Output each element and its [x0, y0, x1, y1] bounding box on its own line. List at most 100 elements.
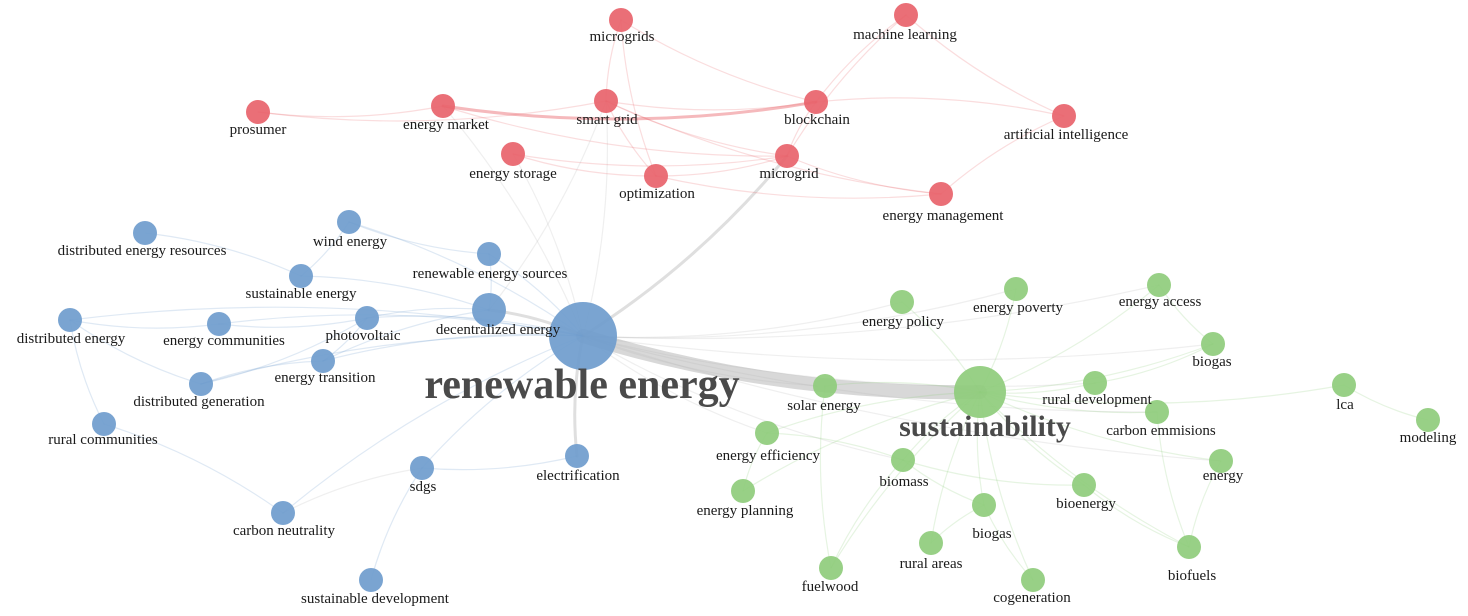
edge-sustainability-energy-efficiency [766, 391, 981, 434]
edge-renewable-energy-sustainability [576, 329, 987, 400]
edge-renewable-energy-carbon-neutrality [282, 335, 584, 514]
node-energy-policy[interactable] [890, 290, 914, 314]
node-artificial-intelligence[interactable] [1052, 104, 1076, 128]
node-renewable-energy-sources[interactable] [477, 242, 501, 266]
node-machine-learning[interactable] [894, 3, 918, 27]
node-energy-poverty[interactable] [1004, 277, 1028, 301]
edge-smart-grid-microgrid [605, 100, 788, 157]
node-sustainable-development[interactable] [359, 568, 383, 592]
node-sdgs[interactable] [410, 456, 434, 480]
node-biofuels[interactable] [1177, 535, 1201, 559]
node-energy-transition[interactable] [311, 349, 335, 373]
node-energy-storage[interactable] [501, 142, 525, 166]
node-prosumer[interactable] [246, 100, 270, 124]
edge-sustainability-fuelwood [830, 391, 981, 569]
node-label-cogeneration: cogeneration [993, 590, 1071, 606]
node-biogas-bottom[interactable] [972, 493, 996, 517]
node-distributed-energy[interactable] [58, 308, 82, 332]
node-blockchain[interactable] [804, 90, 828, 114]
edge-energy-transition-distributed-generation [200, 360, 324, 385]
node-label-machine-learning: machine learning [853, 27, 957, 43]
node-energy-planning[interactable] [731, 479, 755, 503]
node-energy[interactable] [1209, 449, 1233, 473]
node-electrification[interactable] [565, 444, 589, 468]
node-label-rural-communities: rural communities [48, 432, 158, 448]
node-label-electrification: electrification [536, 468, 620, 484]
node-label-distributed-generation: distributed generation [133, 394, 265, 410]
node-photovoltaic[interactable] [355, 306, 379, 330]
edge-energy-communities-photovoltaic [218, 317, 368, 328]
edge-carbon-emmisions-biofuels [1156, 411, 1190, 548]
node-solar-energy[interactable] [813, 374, 837, 398]
node-rural-communities[interactable] [92, 412, 116, 436]
node-label-renewable-energy: renewable energy [424, 362, 739, 408]
edge-renewable-energy-biomass [582, 335, 904, 461]
edge-renewable-energy-carbon-emmisions [582, 335, 1158, 413]
node-modeling[interactable] [1416, 408, 1440, 432]
edge-renewable-energy-energy-communities [218, 314, 584, 337]
node-sustainable-energy[interactable] [289, 264, 313, 288]
node-label-energy-poverty: energy poverty [973, 300, 1064, 316]
node-carbon-emmisions[interactable] [1145, 400, 1169, 424]
edge-renewable-energy-smart-grid [582, 100, 609, 337]
node-decentralized-energy[interactable] [472, 293, 506, 327]
node-label-biomass: biomass [879, 474, 928, 490]
edge-biomass-bioenergy [902, 459, 1085, 486]
node-label-sustainability: sustainability [899, 410, 1071, 443]
node-label-distributed-energy: distributed energy [17, 331, 126, 347]
node-bioenergy[interactable] [1072, 473, 1096, 497]
node-cogeneration[interactable] [1021, 568, 1045, 592]
node-label-sustainable-energy: sustainable energy [246, 286, 357, 302]
node-energy-access[interactable] [1147, 273, 1171, 297]
edge-sustainable-energy-distributed-energy-resources [144, 232, 302, 277]
node-distributed-generation[interactable] [189, 372, 213, 396]
edge-renewable-energy-distributed-generation [200, 334, 584, 385]
node-carbon-neutrality[interactable] [271, 501, 295, 525]
node-energy-market[interactable] [431, 94, 455, 118]
edge-energy-market-blockchain [441, 100, 818, 121]
node-rural-areas[interactable] [919, 531, 943, 555]
node-smart-grid[interactable] [594, 89, 618, 113]
edge-renewable-energy-energy-access [582, 284, 1160, 340]
node-sustainability[interactable] [954, 366, 1006, 418]
node-wind-energy[interactable] [337, 210, 361, 234]
node-label-microgrid: microgrid [759, 166, 819, 182]
node-rural-development[interactable] [1083, 371, 1107, 395]
node-label-distributed-energy-resources: distributed energy resources [58, 243, 227, 259]
node-distributed-energy-resources[interactable] [133, 221, 157, 245]
node-label-lca: lca [1336, 397, 1354, 413]
node-label-energy-management: energy management [883, 208, 1005, 224]
edge-artificial-intelligence-energy-management [940, 115, 1065, 195]
edge-biogas-bottom-cogeneration [983, 504, 1034, 581]
label-layer: microgrids machine learning prosumer energy… [17, 27, 1457, 607]
node-label-smart-grid: smart grid [576, 112, 638, 128]
node-label-bioenergy: bioenergy [1056, 496, 1116, 512]
edge-wind-energy-renewable-energy-sources [348, 221, 490, 255]
node-label-decentralized-energy: decentralized energy [436, 322, 561, 338]
edge-renewable-energy-energy [582, 335, 1222, 462]
node-microgrids[interactable] [609, 8, 633, 32]
edge-distributed-energy-distributed-generation [69, 319, 202, 385]
node-label-rural-areas: rural areas [900, 556, 963, 572]
node-optimization[interactable] [644, 164, 668, 188]
edge-lca-modeling [1343, 384, 1429, 421]
node-label-rural-development: rural development [1042, 392, 1152, 408]
edge-distributed-energy-energy-communities [69, 319, 220, 329]
edge-smart-grid-blockchain [605, 100, 817, 111]
node-energy-management[interactable] [929, 182, 953, 206]
node-microgrid[interactable] [775, 144, 799, 168]
node-biogas-right[interactable] [1201, 332, 1225, 356]
node-lca[interactable] [1332, 373, 1356, 397]
node-renewable-energy[interactable] [549, 302, 617, 370]
edge-renewable-energy-microgrid [581, 154, 789, 338]
node-energy-efficiency[interactable] [755, 421, 779, 445]
edge-renewable-energy-energy-policy [582, 301, 903, 339]
node-fuelwood[interactable] [819, 556, 843, 580]
node-biomass[interactable] [891, 448, 915, 472]
node-label-sdgs: sdgs [410, 479, 437, 495]
node-label-energy-communities: energy communities [163, 333, 285, 349]
node-label-energy-transition: energy transition [275, 370, 376, 386]
edge-sustainability-energy-planning [742, 391, 981, 492]
node-energy-communities[interactable] [207, 312, 231, 336]
node-label-energy: energy [1203, 468, 1244, 484]
